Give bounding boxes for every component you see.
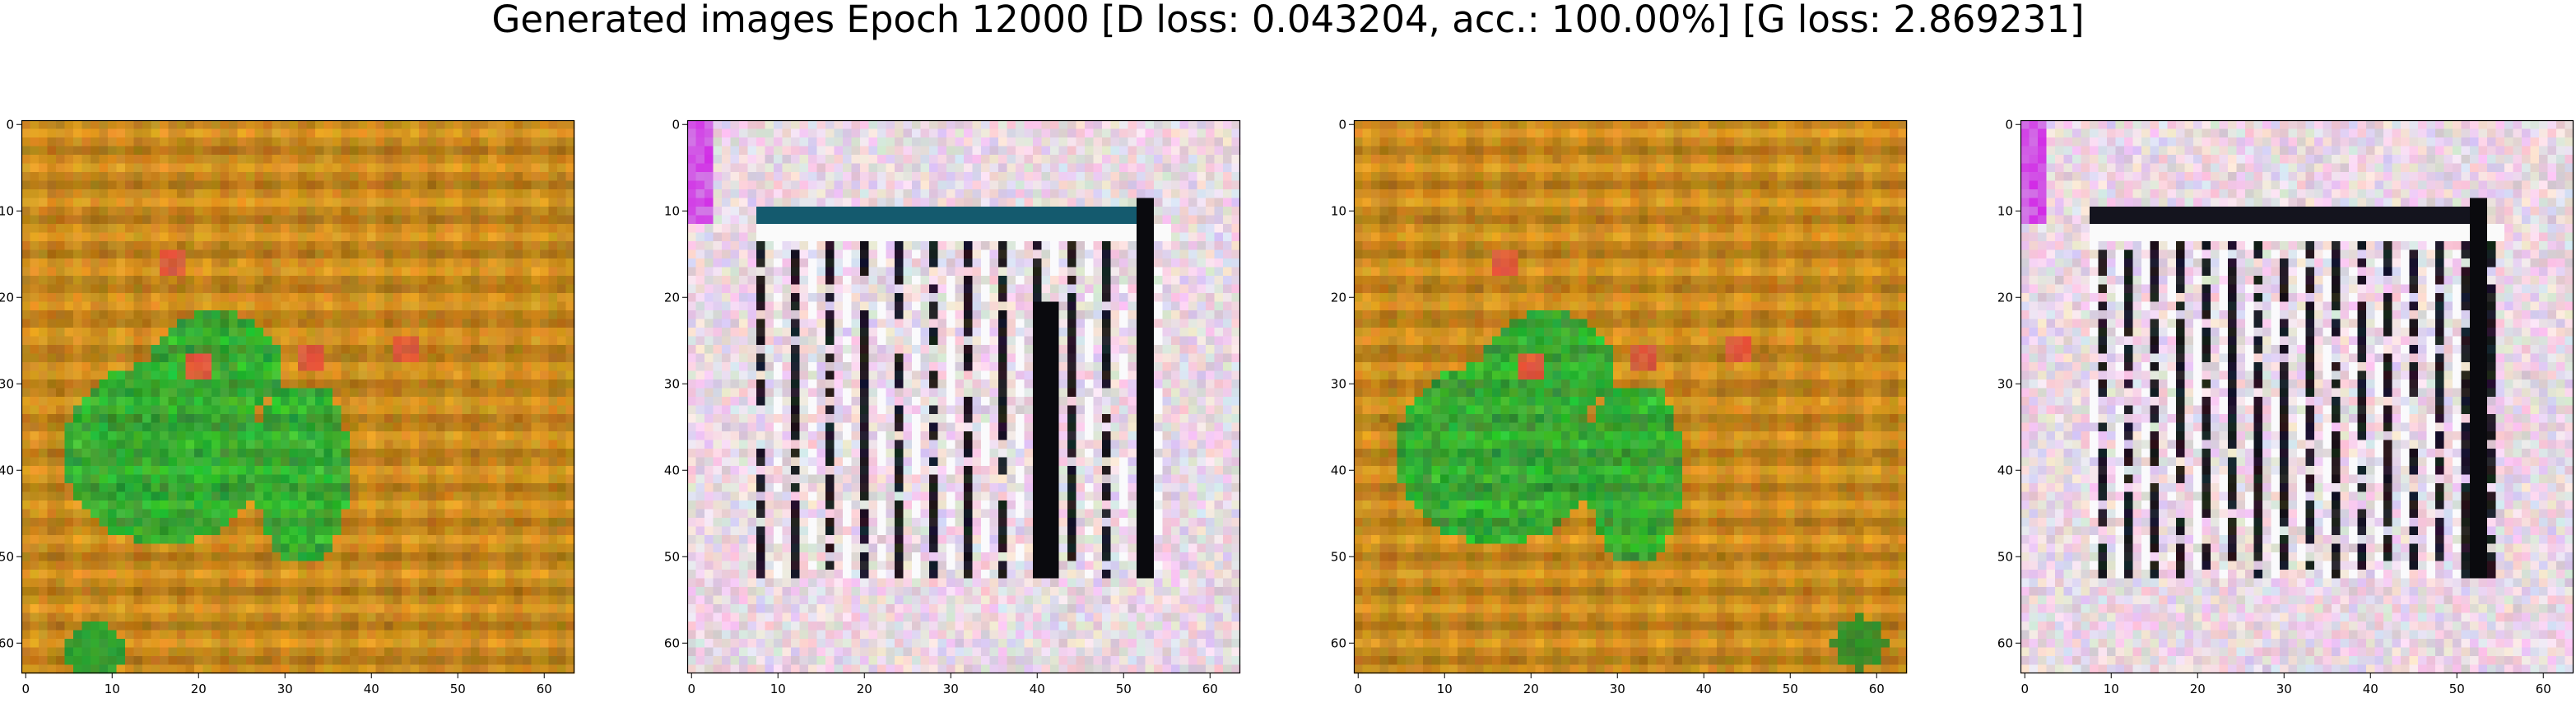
x-tick-label: 30 [1610,682,1625,696]
x-tick-label: 20 [1523,682,1539,696]
x-tick-label: 0 [21,682,30,696]
y-tick-label: 30 [0,376,14,391]
x-tick-label: 50 [1783,682,1798,696]
generated-image [1354,120,1907,673]
y-tick-label: 0 [1338,117,1346,132]
x-tick-label: 50 [2449,682,2465,696]
image-panel-4: 0 10 20 30 40 50 60 0 10 20 30 40 50 60 [1999,120,2576,703]
y-tick-label: 50 [0,549,14,564]
generated-image [21,120,574,673]
x-tick-label: 40 [1696,682,1712,696]
image-panel-3: 0 10 20 30 40 50 60 0 10 20 30 40 50 60 [1332,120,1910,703]
y-tick-label: 50 [1331,549,1346,564]
x-tick-label: 20 [2190,682,2206,696]
y-tick-label: 10 [0,203,14,218]
y-tick-label: 60 [1997,635,2013,650]
x-tick-label: 0 [687,682,695,696]
x-tick-label: 40 [2363,682,2378,696]
y-tick-label: 20 [1997,290,2013,305]
x-tick-label: 10 [2104,682,2119,696]
x-tick-label: 30 [2276,682,2292,696]
y-tick-label: 60 [664,635,680,650]
y-tick-label: 20 [664,290,680,305]
image-panel-1: 0 10 20 30 40 50 60 0 10 20 30 40 50 60 [0,120,578,703]
y-tick-label: 20 [1331,290,1346,305]
x-tick-label: 60 [537,682,552,696]
x-tick-label: 10 [105,682,120,696]
x-tick-label: 60 [2536,682,2551,696]
image-panel-2: 0 10 20 30 40 50 60 0 10 20 30 40 50 60 [666,120,1244,703]
y-tick-label: 10 [664,203,680,218]
x-tick-label: 0 [1354,682,1362,696]
y-tick-label: 60 [1331,635,1346,650]
x-tick-label: 20 [857,682,872,696]
y-tick-label: 40 [1997,463,2013,477]
x-tick-label: 30 [277,682,293,696]
y-tick-label: 40 [664,463,680,477]
y-tick-label: 50 [1997,549,2013,564]
x-tick-label: 40 [364,682,379,696]
x-tick-label: 10 [1437,682,1453,696]
x-tick-label: 60 [1202,682,1218,696]
y-tick-label: 0 [6,117,14,132]
y-tick-label: 30 [1997,376,2013,391]
generated-image [2020,120,2574,673]
x-tick-label: 0 [2020,682,2029,696]
y-tick-label: 30 [1331,376,1346,391]
generated-image [687,120,1240,673]
x-tick-label: 20 [191,682,207,696]
y-tick-label: 20 [0,290,14,305]
y-tick-label: 10 [1331,203,1346,218]
x-tick-label: 50 [1116,682,1132,696]
x-tick-label: 40 [1030,682,1045,696]
y-tick-label: 60 [0,635,14,650]
y-tick-label: 40 [1331,463,1346,477]
x-tick-label: 30 [943,682,959,696]
y-tick-label: 0 [2005,117,2013,132]
y-tick-label: 30 [664,376,680,391]
y-tick-label: 40 [0,463,14,477]
y-tick-label: 10 [1997,203,2013,218]
x-tick-label: 60 [1869,682,1885,696]
y-tick-label: 50 [664,549,680,564]
x-tick-label: 50 [450,682,466,696]
x-tick-label: 10 [770,682,786,696]
y-tick-label: 0 [672,117,680,132]
